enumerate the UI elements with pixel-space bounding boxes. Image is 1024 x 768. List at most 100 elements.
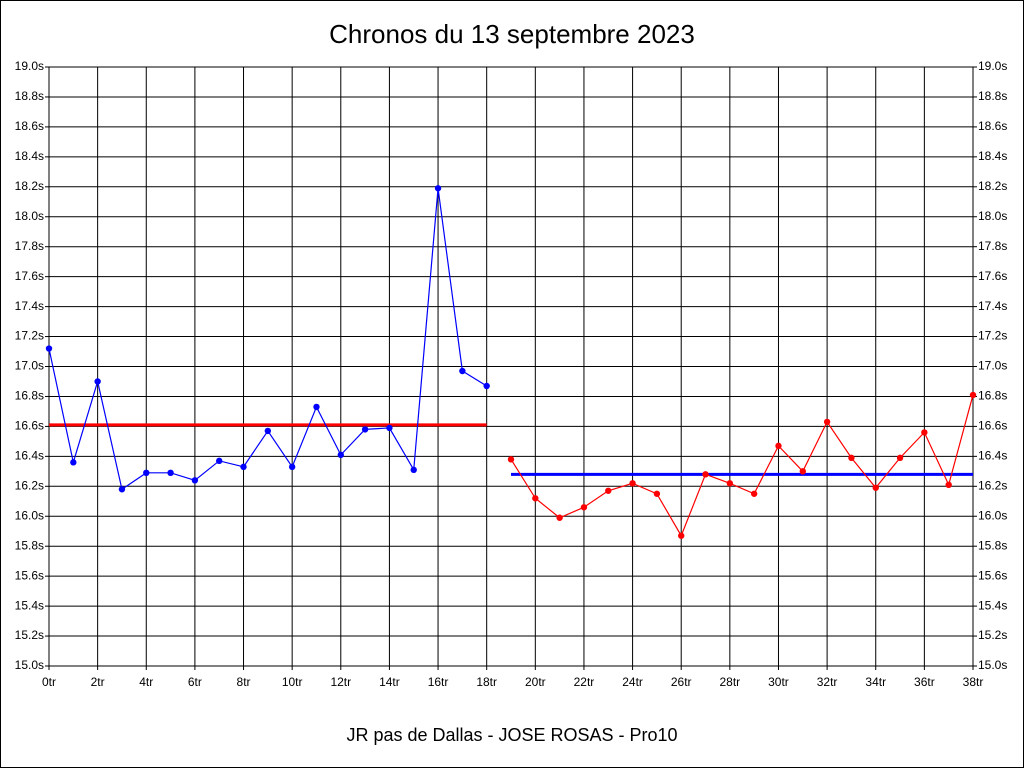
x-tick-label: 32tr [817, 675, 838, 689]
point [216, 457, 223, 465]
point [823, 418, 831, 426]
x-tick-label: 30tr [768, 675, 789, 689]
point [702, 471, 709, 478]
y-tick-label: 17.4s [15, 299, 44, 313]
y2-tick-label: 17.2s [978, 329, 1007, 343]
y-tick-label: 15.8s [15, 538, 44, 552]
x-tick-label: 26tr [671, 675, 692, 689]
x-tick-label: 22tr [574, 675, 595, 689]
y2-tick-label: 18.0s [978, 209, 1007, 223]
point [94, 378, 101, 385]
point [921, 429, 928, 436]
x-tick-label: 34tr [865, 675, 886, 689]
y-tick-label: 17.0s [15, 359, 44, 373]
point [264, 427, 272, 435]
y-tick-label: 16.8s [15, 389, 44, 403]
point [678, 532, 685, 539]
point [483, 382, 490, 390]
point [629, 480, 636, 487]
point [653, 490, 661, 497]
y-tick-label: 15.6s [15, 568, 44, 582]
point [70, 459, 77, 466]
chart-title: Chronos du 13 septembre 2023 [329, 19, 695, 49]
y2-tick-label: 16.2s [978, 478, 1007, 492]
point [337, 451, 344, 459]
x-tick-label: 4tr [139, 675, 153, 689]
plot-border [48, 66, 974, 667]
x-tick-label: 18tr [476, 675, 497, 689]
y2-tick-label: 16.4s [978, 449, 1007, 463]
point [532, 495, 539, 502]
point [143, 469, 150, 477]
x-tick-label: 20tr [525, 675, 546, 689]
x-tick-label: 24tr [622, 675, 643, 689]
y2-tick-label: 17.0s [978, 359, 1007, 373]
point [361, 426, 369, 433]
y2-tick-label: 15.4s [978, 598, 1007, 612]
point [556, 514, 563, 521]
y2-tick-label: 17.6s [978, 269, 1007, 283]
y2-tick-label: 17.8s [978, 239, 1007, 253]
point [410, 466, 417, 474]
y2-tick-label: 16.0s [978, 508, 1007, 522]
y-tick-label: 18.0s [15, 209, 44, 223]
y2-tick-label: 15.8s [978, 538, 1007, 552]
point [167, 469, 174, 477]
point [507, 456, 515, 463]
y2-tick-label: 18.4s [978, 149, 1007, 163]
point [605, 487, 612, 494]
point [969, 391, 977, 399]
y2-tick-label: 15.6s [978, 568, 1007, 582]
point [434, 185, 442, 192]
y-tick-label: 18.4s [15, 149, 44, 163]
point [240, 463, 247, 471]
x-tick-label: 8tr [237, 675, 251, 689]
y2-tick-label: 19.0s [978, 59, 1007, 73]
x-tick-label: 28tr [719, 675, 740, 689]
y-tick-label: 17.2s [15, 329, 44, 343]
y-tick-label: 18.6s [15, 119, 44, 133]
x-tick-label: 16tr [428, 675, 449, 689]
point [459, 367, 466, 375]
y-tick-label: 15.0s [15, 658, 44, 672]
point [118, 486, 126, 493]
y2-tick-label: 15.2s [978, 628, 1007, 642]
y-tick-label: 17.6s [15, 269, 44, 283]
point [580, 504, 588, 511]
point [945, 481, 952, 489]
y2-tick-label: 16.8s [978, 389, 1007, 403]
point [872, 484, 879, 491]
point [45, 345, 53, 352]
y2-tick-label: 16.6s [978, 419, 1007, 433]
y-tick-label: 16.0s [15, 508, 44, 522]
point [386, 424, 393, 432]
y-tick-label: 18.8s [15, 89, 44, 103]
y-tick-label: 18.2s [15, 179, 44, 193]
y2-tick-label: 18.2s [978, 179, 1007, 193]
y-tick-label: 16.2s [15, 478, 44, 492]
point [848, 454, 855, 462]
point [313, 403, 320, 411]
y2-tick-label: 18.6s [978, 119, 1007, 133]
x-tick-label: 14tr [379, 675, 400, 689]
point [191, 477, 199, 484]
y2-tick-label: 18.8s [978, 89, 1007, 103]
point [750, 490, 758, 497]
point [288, 463, 296, 471]
x-tick-label: 12tr [330, 675, 351, 689]
y-tick-label: 15.2s [15, 628, 44, 642]
point [799, 468, 806, 475]
y-tick-label: 16.4s [15, 449, 44, 463]
point [726, 480, 734, 487]
x-tick-label: 0tr [42, 675, 56, 689]
x-tick-label: 6tr [188, 675, 202, 689]
series-line [510, 394, 974, 538]
x-tick-label: 10tr [282, 675, 303, 689]
x-axis-label: JR pas de Dallas - JOSE ROSAS - Pro10 [346, 725, 677, 745]
y-tick-label: 19.0s [15, 59, 44, 73]
y-tick-label: 16.6s [15, 419, 44, 433]
x-tick-label: 36tr [914, 675, 935, 689]
y2-tick-label: 17.4s [978, 299, 1007, 313]
